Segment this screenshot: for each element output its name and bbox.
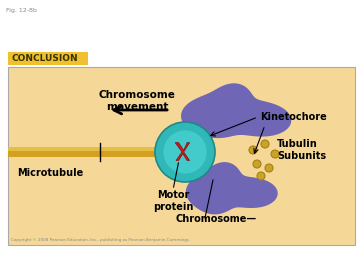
Polygon shape [175, 143, 189, 161]
Text: Chromosome—: Chromosome— [175, 214, 256, 224]
FancyBboxPatch shape [8, 147, 195, 157]
Text: Chromosome
movement: Chromosome movement [99, 90, 175, 112]
Text: Copyright © 2008 Pearson Education, Inc., publishing as Pearson Benjamin Cumming: Copyright © 2008 Pearson Education, Inc.… [11, 238, 189, 242]
Text: Motor
protein: Motor protein [153, 190, 193, 212]
Circle shape [265, 164, 273, 172]
FancyBboxPatch shape [8, 147, 195, 151]
Text: Kinetochore: Kinetochore [260, 112, 327, 122]
Text: Tubulin
Subunits: Tubulin Subunits [277, 139, 326, 161]
Circle shape [271, 150, 279, 158]
Text: CONCLUSION: CONCLUSION [12, 54, 79, 63]
Circle shape [163, 130, 207, 174]
Circle shape [257, 172, 265, 180]
FancyBboxPatch shape [8, 52, 88, 65]
Text: Microtubule: Microtubule [17, 168, 83, 178]
FancyBboxPatch shape [8, 67, 355, 245]
Circle shape [253, 160, 261, 168]
Circle shape [249, 146, 257, 154]
Polygon shape [181, 83, 291, 215]
Circle shape [155, 122, 215, 182]
Text: Fig. 12-8b: Fig. 12-8b [6, 8, 37, 13]
Circle shape [261, 140, 269, 148]
